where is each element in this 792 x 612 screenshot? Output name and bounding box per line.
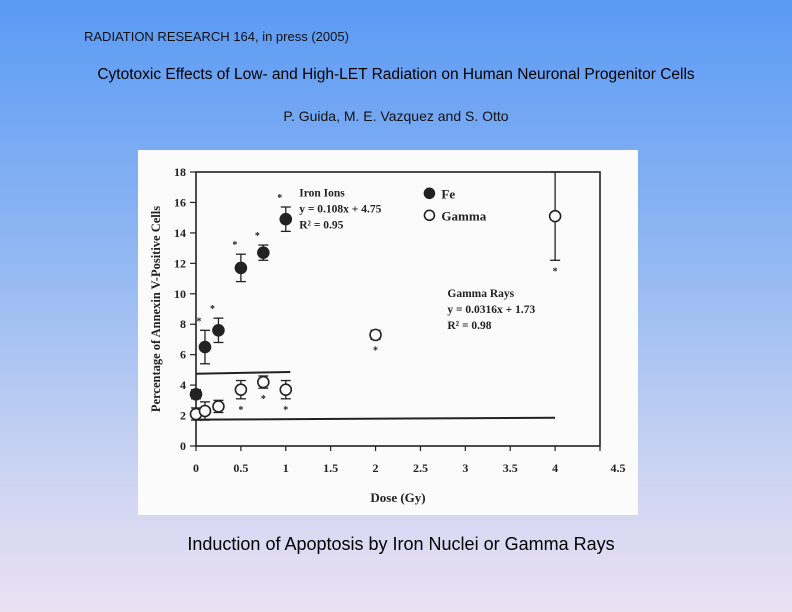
x-tick-label: 0.5: [233, 461, 248, 475]
x-tick-label: 2.5: [413, 461, 428, 475]
y-tick-label: 12: [174, 256, 186, 270]
figure-caption: Induction of Apoptosis by Iron Nuclei or…: [187, 534, 615, 554]
x-tick-label: 3.5: [503, 461, 518, 475]
plot-frame: [195, 171, 601, 447]
apoptosis-chart: 0 2 4 6 8 10 12 14 16 18 0 0.5 1 1.5 2 2.5 3 3.5 4 4.5 Dose …: [149, 165, 626, 505]
gamma-data-point: [257, 375, 270, 389]
x-tick-label: 1.5: [323, 461, 338, 475]
significance-marker: *: [232, 240, 237, 251]
significance-marker: *: [553, 266, 558, 277]
significance-marker: *: [373, 345, 378, 356]
gamma-data-point: [198, 404, 212, 418]
legend-marker-gamma: [423, 209, 436, 222]
journal-citation: RADIATION RESEARCH 164, in press (2005): [84, 29, 349, 44]
fe-fit-annotation: y = 0.108x + 4.75: [299, 203, 381, 215]
fe-data-point: [257, 246, 270, 259]
fe-data-point: [189, 387, 203, 401]
fe-data-point: [234, 261, 248, 275]
x-tick-label: 1: [283, 461, 289, 475]
gamma-data-point: [234, 383, 248, 396]
fe-data-point: [212, 324, 225, 337]
legend-label-fe: Fe: [441, 186, 455, 201]
x-axis-label: Dose (Gy): [370, 490, 425, 505]
gamma-data-point: [548, 209, 562, 223]
significance-marker: *: [255, 231, 260, 242]
y-tick-label: 18: [174, 165, 186, 179]
legend-marker-fe: [423, 187, 436, 200]
y-tick-label: 0: [180, 439, 186, 453]
gamma-fit-annotation: y = 0.0316x + 1.73: [447, 304, 535, 316]
fe-data-point: [279, 212, 293, 226]
gamma-data-point: [212, 400, 225, 413]
x-tick-label: 4: [552, 461, 558, 475]
gamma-fit-annotation: R² = 0.98: [447, 320, 491, 332]
y-tick-label: 4: [180, 378, 186, 392]
gamma-data-point: [279, 383, 293, 396]
fe-regression-line: [195, 370, 291, 375]
y-tick-label: 2: [180, 409, 186, 423]
fe-data-point: [198, 340, 212, 354]
x-tick-label: 4.5: [611, 461, 626, 475]
gamma-fit-annotation: Gamma Rays: [447, 288, 514, 300]
legend-label-gamma: Gamma: [441, 208, 486, 223]
y-tick-label: 6: [180, 348, 186, 362]
significance-marker: *: [277, 193, 282, 204]
fe-fit-annotation: Iron Ions: [299, 187, 345, 199]
figure-panel: 0 2 4 6 8 10 12 14 16 18 0 0.5 1 1.5 2 2.5 3 3.5 4 4.5 Dose …: [138, 150, 638, 515]
significance-marker: *: [283, 405, 288, 416]
x-tick-label: 0: [193, 461, 199, 475]
y-axis-label: Percentage of Annexin V-Positive Cells: [149, 206, 163, 412]
y-tick-label: 10: [174, 287, 186, 301]
gamma-regression-line: [195, 416, 556, 421]
fe-fit-annotation: R² = 0.95: [299, 219, 343, 231]
authors-line: P. Guida, M. E. Vazquez and S. Otto: [283, 108, 509, 124]
significance-marker: *: [196, 316, 201, 327]
page-title: Cytotoxic Effects of Low- and High-LET R…: [97, 66, 695, 83]
significance-marker: *: [261, 394, 266, 405]
x-tick-label: 2: [373, 461, 379, 475]
significance-marker: *: [238, 405, 243, 416]
gamma-data-point: [369, 328, 382, 342]
y-tick-label: 14: [174, 226, 186, 240]
y-tick-label: 8: [180, 317, 186, 331]
y-tick-label: 16: [174, 195, 186, 209]
significance-marker: *: [210, 304, 215, 315]
x-tick-label: 3: [462, 461, 468, 475]
